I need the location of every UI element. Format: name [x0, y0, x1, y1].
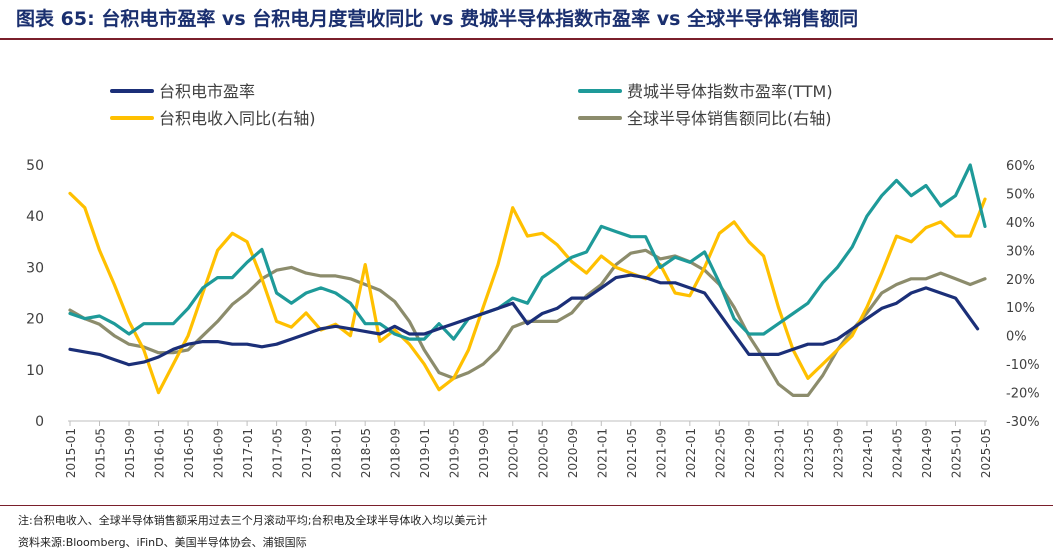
- legend: 台积电市盈率 费城半导体指数市盈率(TTM) 台积电收入同比(右轴) 全球半导体销售额…: [110, 82, 833, 128]
- footer-rule: [0, 505, 1053, 506]
- x-tick-label: 2016-01: [153, 428, 167, 478]
- legend-label: 费城半导体指数市盈率(TTM): [627, 82, 833, 101]
- legend-label: 台积电收入同比(右轴): [159, 109, 316, 128]
- left-tick-label: 50: [26, 158, 44, 174]
- footer-note: 注:台积电收入、全球半导体销售额采用过去三个月滚动平均;台积电及全球半导体收入均…: [18, 514, 488, 527]
- x-tick-label: 2020-01: [507, 428, 521, 478]
- x-tick-label: 2022-09: [743, 428, 757, 478]
- series-lines: [68, 163, 987, 397]
- x-tick-label: 2015-05: [94, 428, 108, 478]
- x-tick-label: 2019-01: [418, 428, 432, 478]
- right-tick-label: 10%: [1006, 301, 1035, 316]
- x-tick-label: 2015-01: [64, 428, 78, 478]
- x-tick-label: 2015-09: [123, 428, 137, 478]
- left-tick-label: 30: [26, 260, 44, 276]
- x-axis: 2015-01 2015-05 2015-09 2016-01 2016-05 2016-…: [64, 420, 993, 478]
- right-tick-label: -10%: [1006, 358, 1040, 373]
- x-tick-label: 2023-01: [772, 428, 786, 478]
- left-tick-label: 40: [26, 209, 44, 225]
- left-tick-label: 20: [26, 312, 44, 328]
- x-tick-label: 2018-05: [359, 428, 373, 478]
- x-tick-label: 2020-05: [536, 428, 550, 478]
- chart-title: 图表 65: 台积电市盈率 vs 台积电月度营收同比 vs 费城半导体指数市盈率…: [16, 4, 858, 34]
- x-tick-label: 2022-05: [713, 428, 727, 478]
- left-tick-label: 0: [35, 414, 44, 430]
- title-number: 65:: [60, 8, 95, 30]
- series-line-2: [68, 191, 987, 395]
- x-tick-label: 2017-09: [300, 428, 314, 478]
- right-tick-label: 30%: [1006, 244, 1035, 259]
- x-tick-label: 2017-05: [271, 428, 285, 478]
- x-tick-label: 2025-05: [979, 428, 993, 478]
- legend-label: 全球半导体销售额同比(右轴): [627, 109, 832, 128]
- right-tick-label: 60%: [1006, 159, 1035, 174]
- x-tick-label: 2017-01: [241, 428, 255, 478]
- right-tick-label: 40%: [1006, 216, 1035, 231]
- x-tick-label: 2025-01: [949, 428, 963, 478]
- x-tick-label: 2018-01: [330, 428, 344, 478]
- x-tick-label: 2016-09: [212, 428, 226, 478]
- x-tick-label: 2024-09: [920, 428, 934, 478]
- x-tick-label: 2024-01: [861, 428, 875, 478]
- right-tick-label: -20%: [1006, 387, 1040, 402]
- legend-label: 台积电市盈率: [159, 82, 255, 101]
- x-tick-label: 2022-01: [684, 428, 698, 478]
- x-tick-label: 2023-05: [802, 428, 816, 478]
- left-axis: 0 10 20 30 40 50: [26, 158, 44, 430]
- series-line-1: [68, 163, 987, 341]
- title-rule: [0, 38, 1053, 40]
- x-tick-label: 2018-09: [389, 428, 403, 478]
- title-label: 图表: [16, 8, 55, 30]
- x-tick-label: 2023-09: [831, 428, 845, 478]
- left-tick-label: 10: [26, 363, 44, 379]
- right-axis: -30% -20% -10% 0% 10% 20% 30% 40% 50% 60%: [1006, 159, 1040, 430]
- series-line-0: [68, 273, 980, 367]
- right-tick-label: 0%: [1006, 330, 1027, 345]
- chart-svg: 台积电市盈率 费城半导体指数市盈率(TTM) 台积电收入同比(右轴) 全球半导体销售额…: [26, 82, 1040, 478]
- x-tick-label: 2016-05: [182, 428, 196, 478]
- x-tick-label: 2021-01: [595, 428, 609, 478]
- x-tick-label: 2020-09: [566, 428, 580, 478]
- right-tick-label: 20%: [1006, 273, 1035, 288]
- x-tick-label: 2024-05: [890, 428, 904, 478]
- footer-source: 资料来源:Bloomberg、iFinD、美国半导体协会、浦银国际: [18, 536, 307, 549]
- x-tick-label: 2021-05: [625, 428, 639, 478]
- right-tick-label: -30%: [1006, 415, 1040, 430]
- x-tick-label: 2019-09: [477, 428, 491, 478]
- x-tick-label: 2019-05: [448, 428, 462, 478]
- right-tick-label: 50%: [1006, 187, 1035, 202]
- x-tick-label: 2021-09: [654, 428, 668, 478]
- title-text: 台积电市盈率 vs 台积电月度营收同比 vs 费城半导体指数市盈率 vs 全球半…: [101, 8, 859, 30]
